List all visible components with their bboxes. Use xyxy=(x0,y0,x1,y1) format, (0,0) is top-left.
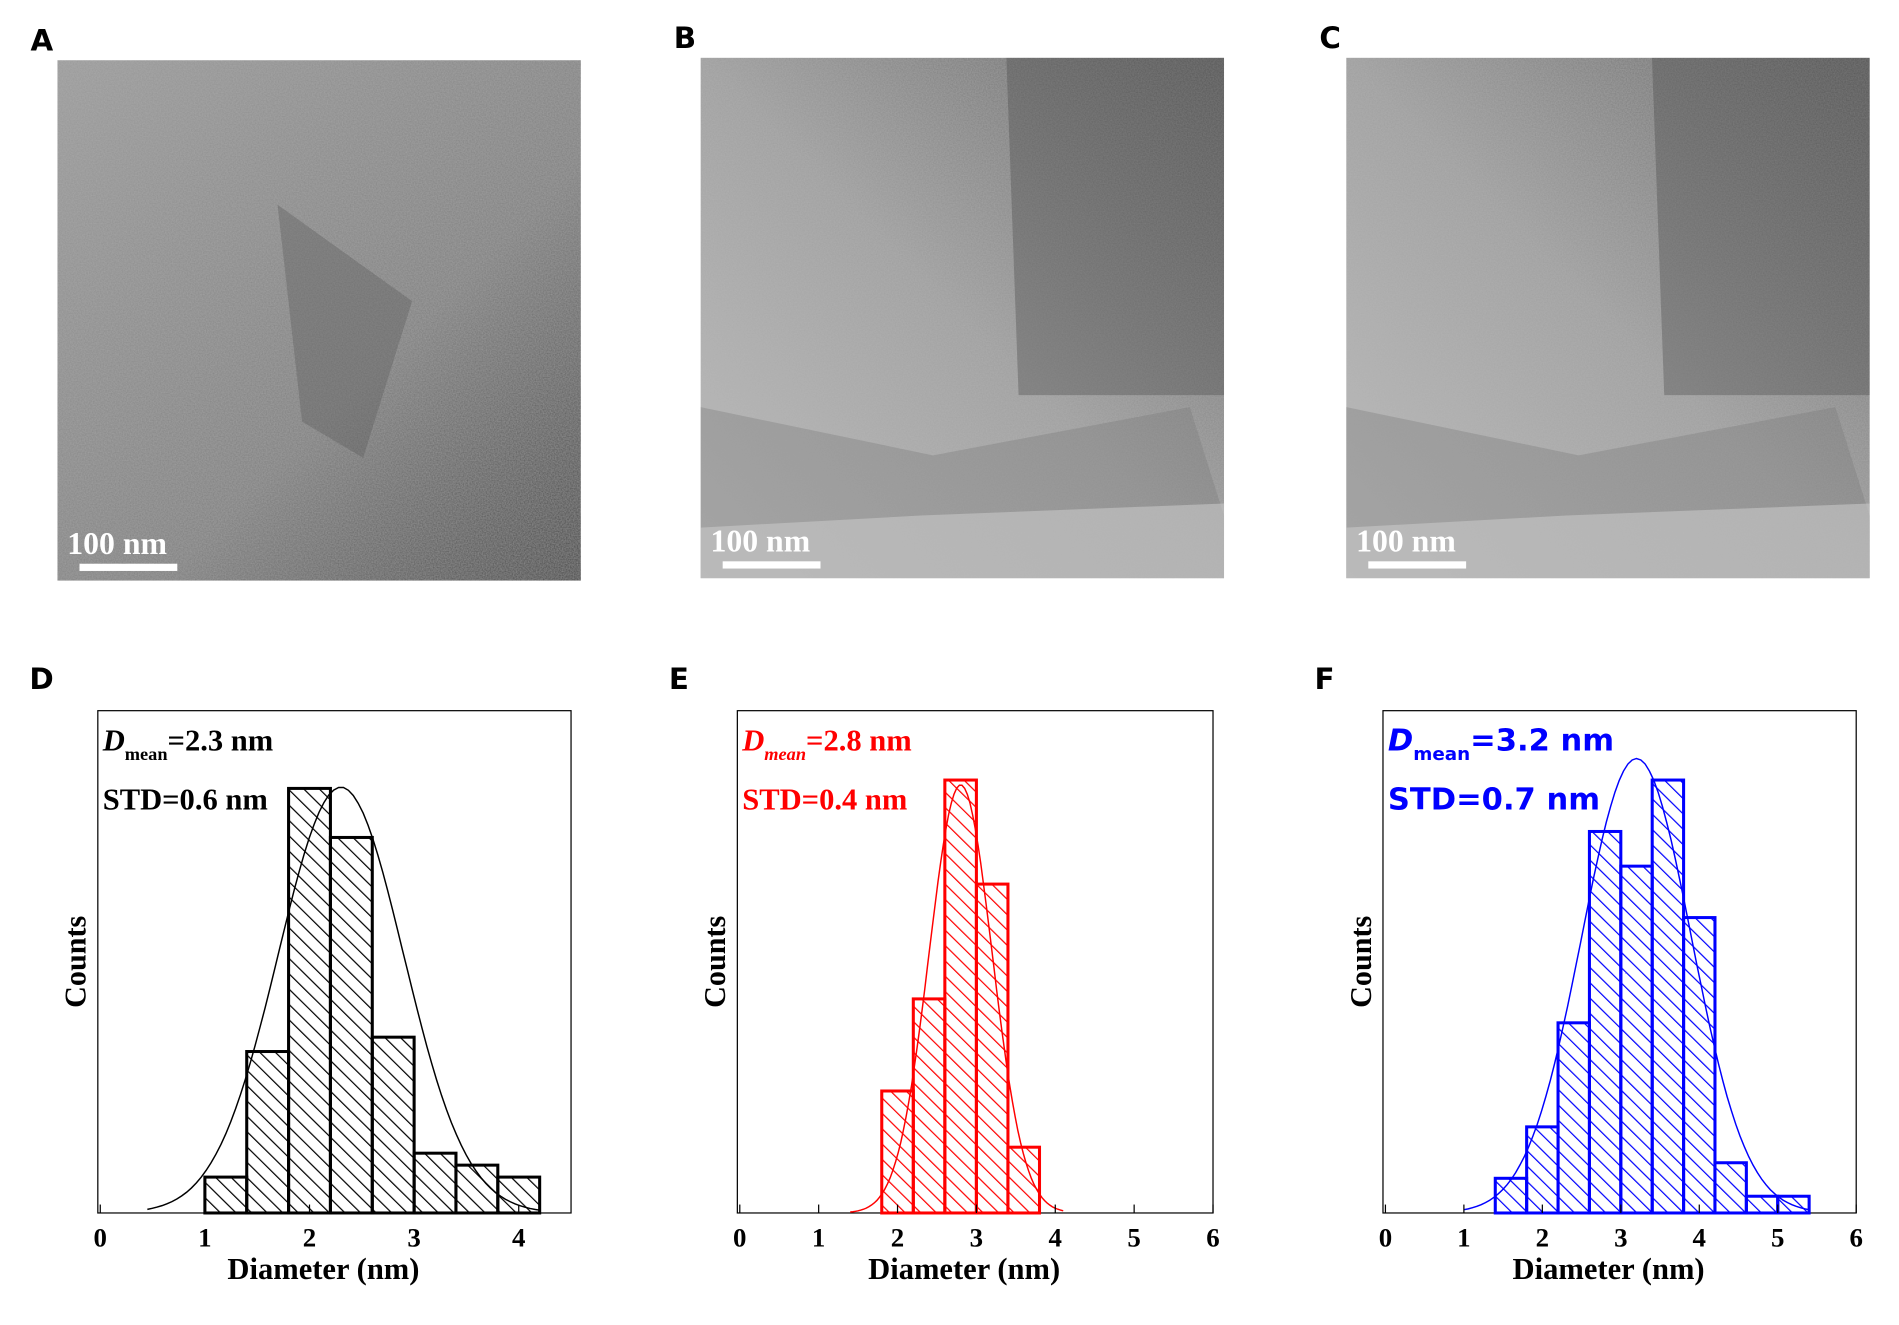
image-shade xyxy=(277,204,413,458)
x-tick-label: 2 xyxy=(1536,1223,1549,1253)
x-tick-label: 0 xyxy=(733,1223,746,1253)
annotation-mean-value: =2.3 nm xyxy=(168,724,274,758)
y-axis-label: Counts xyxy=(698,916,732,1008)
histogram-bar xyxy=(412,1151,458,1215)
image-shade xyxy=(1006,57,1225,396)
annotation-std: STD=0.4 nm xyxy=(742,783,907,817)
tem-image xyxy=(57,60,581,581)
x-tick-label: 1 xyxy=(1457,1223,1470,1253)
panel-label: C xyxy=(1319,21,1341,55)
scale-bar-label: 100 nm xyxy=(1356,524,1456,559)
x-axis-label: Diameter (nm) xyxy=(1513,1252,1705,1286)
x-tick-label: 0 xyxy=(94,1223,107,1253)
x-tick-label: 3 xyxy=(407,1223,420,1253)
image-background xyxy=(57,60,581,581)
annotation-mean-value: =3.2 nm xyxy=(1470,724,1614,759)
scale-bar xyxy=(1368,561,1467,569)
annotation-subscript: mean xyxy=(1413,744,1470,765)
histogram-bar xyxy=(1713,1161,1748,1215)
x-axis-label: Diameter (nm) xyxy=(227,1252,419,1286)
histogram-bar xyxy=(1493,1176,1529,1215)
x-tick-label: 4 xyxy=(1693,1223,1706,1253)
histogram-bar xyxy=(1650,778,1686,1215)
annotation-symbol: D xyxy=(102,724,125,758)
image-background xyxy=(700,57,1225,579)
annotation-mean: Dmean=3.2 nm xyxy=(1388,724,1614,765)
x-tick-label: 6 xyxy=(1849,1223,1862,1253)
fit-curve xyxy=(147,786,540,1211)
x-tick-label: 5 xyxy=(1771,1223,1784,1253)
histogram-bar xyxy=(203,1175,249,1215)
panel-label: F xyxy=(1315,662,1335,696)
x-tick-label: 6 xyxy=(1206,1223,1219,1253)
image-background xyxy=(1346,57,1870,579)
annotation-symbol: D xyxy=(741,724,764,758)
scale-bar xyxy=(79,563,178,571)
image-shade xyxy=(1651,57,1870,396)
histogram-bar xyxy=(287,786,332,1215)
annotation-subscript: mean xyxy=(764,744,806,764)
scale-bar-label: 100 nm xyxy=(710,524,810,559)
x-tick-label: 0 xyxy=(1379,1223,1392,1253)
histogram-bar xyxy=(974,882,1010,1215)
fit-curve xyxy=(1463,757,1810,1211)
fit-curve xyxy=(850,784,1064,1213)
panel-label: B xyxy=(674,21,696,55)
panel-label: E xyxy=(669,662,689,696)
histogram-bar xyxy=(911,997,947,1215)
histogram-bar xyxy=(1619,864,1654,1215)
scale-bar-label: 100 nm xyxy=(67,526,167,561)
histogram-bar xyxy=(328,835,374,1215)
histogram-bar xyxy=(1556,1021,1591,1215)
histogram-bar xyxy=(1587,829,1623,1215)
histogram-bar xyxy=(880,1089,915,1215)
image-edge xyxy=(700,503,1225,579)
panel-label: D xyxy=(29,662,53,696)
x-axis-label: Diameter (nm) xyxy=(868,1252,1060,1286)
histogram-bar xyxy=(943,778,978,1215)
tem-image xyxy=(700,57,1225,579)
annotation-std: STD=0.7 nm xyxy=(1388,783,1600,818)
annotation-std: STD=0.6 nm xyxy=(103,783,268,817)
y-axis-label: Counts xyxy=(1344,916,1378,1008)
tem-image xyxy=(1346,57,1870,579)
x-tick-label: 3 xyxy=(1614,1223,1627,1253)
image-edge xyxy=(1346,503,1870,579)
x-tick-label: 2 xyxy=(303,1223,316,1253)
histogram-bar xyxy=(370,1035,416,1215)
histogram-bar xyxy=(245,1050,291,1215)
y-axis-label: Counts xyxy=(58,916,92,1008)
x-tick-label: 4 xyxy=(1049,1223,1062,1253)
annotation-mean-value: =2.8 nm xyxy=(806,724,912,758)
histogram-bar xyxy=(1006,1145,1042,1215)
annotation-mean: Dmean=2.8 nm xyxy=(741,724,912,764)
x-tick-label: 4 xyxy=(512,1223,525,1253)
x-tick-label: 1 xyxy=(198,1223,211,1253)
annotation-symbol: D xyxy=(1388,724,1413,759)
panel-label: A xyxy=(31,24,54,58)
x-tick-label: 1 xyxy=(812,1223,825,1253)
annotation-mean: Dmean=2.3 nm xyxy=(102,724,274,764)
x-tick-label: 2 xyxy=(891,1223,904,1253)
x-tick-label: 5 xyxy=(1127,1223,1140,1253)
scale-bar xyxy=(722,561,821,569)
annotation-subscript: mean xyxy=(125,744,168,764)
x-tick-label: 3 xyxy=(970,1223,983,1253)
histogram-bar xyxy=(1744,1194,1780,1215)
histogram-bar xyxy=(1682,916,1717,1215)
